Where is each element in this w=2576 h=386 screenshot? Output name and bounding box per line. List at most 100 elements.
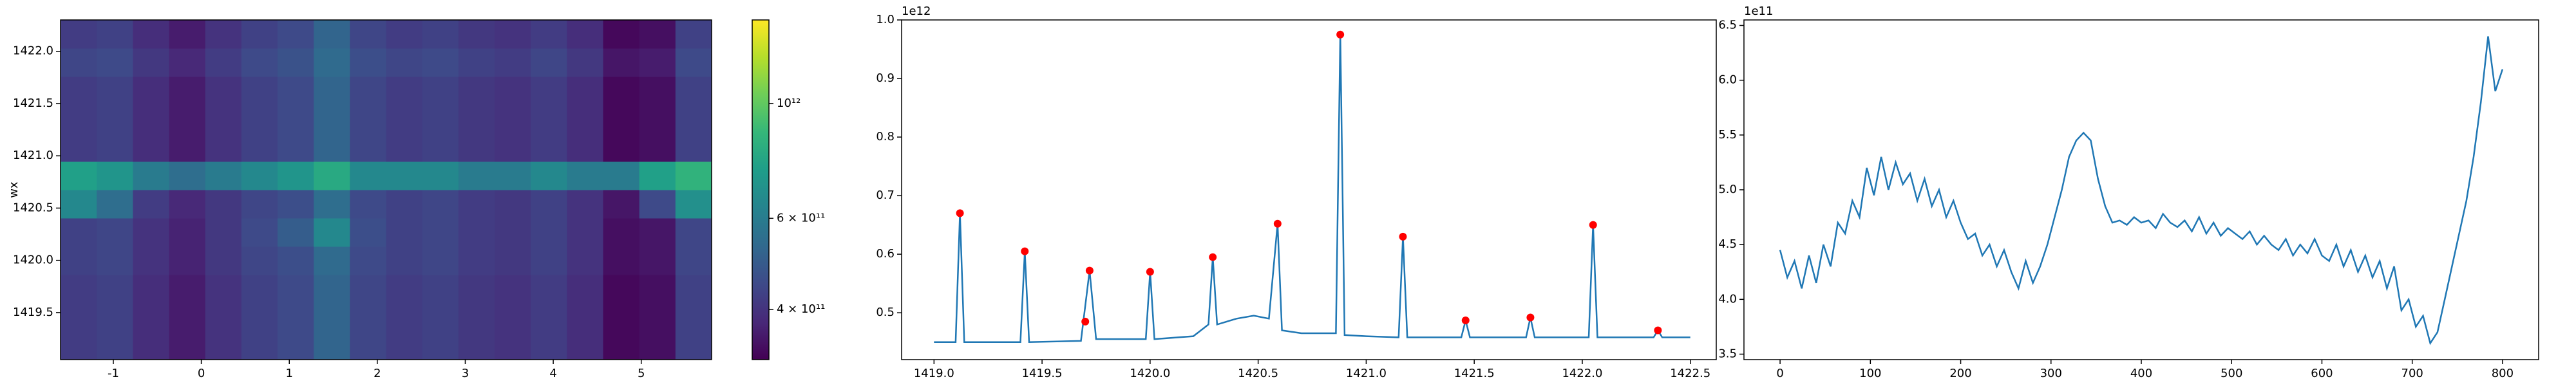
heatmap-cell bbox=[169, 275, 206, 304]
x-tick-label: 1421.0 bbox=[1346, 367, 1387, 380]
heatmap-cell bbox=[350, 105, 386, 134]
heatmap-cell bbox=[675, 218, 712, 247]
heatmap-cell bbox=[639, 48, 676, 77]
heatmap-cell bbox=[458, 303, 495, 332]
heatmap-cell bbox=[675, 331, 712, 360]
heatmap-cell bbox=[241, 275, 278, 304]
heatmap-cell bbox=[133, 218, 169, 247]
heatmap-cell bbox=[61, 218, 97, 247]
heatmap-cell bbox=[567, 246, 603, 275]
heatmap-cell bbox=[241, 218, 278, 247]
x-tick-label: 0 bbox=[198, 367, 205, 380]
heatmap-cell bbox=[205, 331, 242, 360]
peak-marker bbox=[1399, 232, 1407, 241]
heatmap-cell bbox=[531, 133, 567, 162]
heatmap-cell bbox=[314, 77, 350, 106]
y-tick-label: 0.6 bbox=[876, 247, 895, 261]
heatmap-cell bbox=[241, 161, 278, 190]
heatmap-cell bbox=[169, 246, 206, 275]
heatmap-cell bbox=[386, 48, 423, 77]
heatmap-cell bbox=[531, 303, 567, 332]
heatmap-cell bbox=[422, 133, 459, 162]
heatmap-cell bbox=[567, 303, 603, 332]
heatmap-cell bbox=[97, 303, 133, 332]
y-tick-label: 1420.0 bbox=[13, 253, 53, 267]
heatmap-cell bbox=[61, 246, 97, 275]
heatmap-cell bbox=[278, 218, 314, 247]
heatmap-cell bbox=[241, 105, 278, 134]
heatmap-cell bbox=[278, 77, 314, 106]
x-tick-label: 1422.0 bbox=[1562, 367, 1602, 380]
peak-marker bbox=[1461, 317, 1470, 325]
heatmap-cell bbox=[169, 161, 206, 190]
heatmap-cell bbox=[169, 331, 206, 360]
heatmap-cell bbox=[386, 218, 423, 247]
heatmap-cell bbox=[531, 105, 567, 134]
heatmap-cell bbox=[350, 161, 386, 190]
y-tick-label: 1422.0 bbox=[13, 44, 53, 58]
heatmap-cell bbox=[603, 190, 640, 219]
x-tick-label: 600 bbox=[2311, 367, 2333, 380]
heatmap-cell bbox=[531, 77, 567, 106]
heatmap-cell bbox=[241, 133, 278, 162]
x-tick-label: 300 bbox=[2040, 367, 2062, 380]
heatmap-cell bbox=[61, 77, 97, 106]
x-tick-label: 4 bbox=[549, 367, 556, 380]
x-tick-label: 0 bbox=[1776, 367, 1783, 380]
heatmap-cell bbox=[422, 77, 459, 106]
heatmap-cell bbox=[61, 161, 97, 190]
heatmap-cell bbox=[603, 246, 640, 275]
peak-marker bbox=[1146, 268, 1154, 276]
heatmap-cell bbox=[205, 20, 242, 49]
heatmap-cell bbox=[314, 303, 350, 332]
heatmap-cell bbox=[350, 246, 386, 275]
heatmap-cell bbox=[567, 77, 603, 106]
heatmap-cell bbox=[133, 275, 169, 304]
heatmap-cell bbox=[458, 218, 495, 247]
heatmap-cell bbox=[61, 331, 97, 360]
heatmap-cell bbox=[314, 218, 350, 247]
heatmap-cell bbox=[278, 275, 314, 304]
heatmap-cell bbox=[603, 77, 640, 106]
heatmap-cell bbox=[278, 105, 314, 134]
heatmap-cell bbox=[567, 275, 603, 304]
heatmap-cell bbox=[567, 218, 603, 247]
heatmap-cell bbox=[350, 331, 386, 360]
heatmap-cell bbox=[495, 303, 531, 332]
heatmap-cell bbox=[278, 190, 314, 219]
peak-marker bbox=[1209, 253, 1217, 261]
heatmap-cell bbox=[458, 133, 495, 162]
heatmap-cell bbox=[133, 77, 169, 106]
x-tick-label: 2 bbox=[374, 367, 381, 380]
y-tick-label: 1421.5 bbox=[13, 96, 53, 110]
heatmap-cell bbox=[278, 48, 314, 77]
heatmap-cell bbox=[241, 331, 278, 360]
heatmap-cell bbox=[422, 275, 459, 304]
heatmap-cell bbox=[422, 246, 459, 275]
heatmap-cell bbox=[97, 105, 133, 134]
heatmap-cell bbox=[458, 105, 495, 134]
heatmap-cell bbox=[61, 275, 97, 304]
heatmap-cell bbox=[567, 20, 603, 49]
heatmap-cell bbox=[205, 133, 242, 162]
heatmap-cell bbox=[169, 133, 206, 162]
heatmap-cell bbox=[278, 246, 314, 275]
heatmap-cell bbox=[133, 20, 169, 49]
heatmap-cell bbox=[314, 161, 350, 190]
heatmap-cell bbox=[603, 331, 640, 360]
heatmap-cell bbox=[169, 218, 206, 247]
x-tick-label: 100 bbox=[1859, 367, 1881, 380]
heatmap-cell bbox=[241, 303, 278, 332]
x-tick-label: 400 bbox=[2130, 367, 2152, 380]
heatmap-cell bbox=[531, 20, 567, 49]
heatmap-cell bbox=[241, 48, 278, 77]
heatmap-cell bbox=[386, 303, 423, 332]
heatmap-cell bbox=[314, 20, 350, 49]
heatmap-cell bbox=[422, 48, 459, 77]
heatmap-cell bbox=[241, 77, 278, 106]
peak-marker bbox=[1589, 221, 1597, 229]
heatmap-cell bbox=[386, 331, 423, 360]
heatmap-cell bbox=[567, 190, 603, 219]
x-tick-label: 1419.0 bbox=[914, 367, 954, 380]
heatmap-cell bbox=[314, 133, 350, 162]
